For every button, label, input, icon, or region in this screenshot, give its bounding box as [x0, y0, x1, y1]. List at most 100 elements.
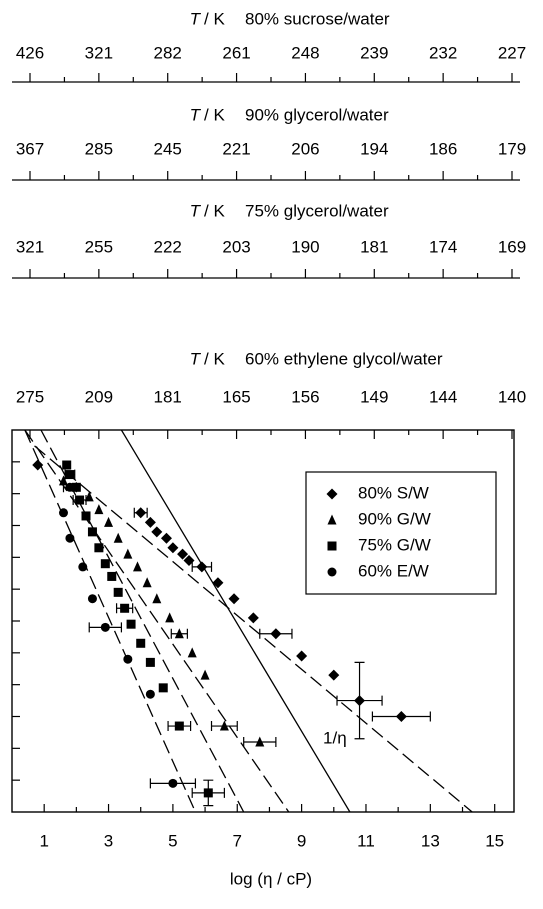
data-point	[152, 593, 162, 604]
data-point	[84, 491, 94, 502]
legend-label: 90% G/W	[358, 509, 431, 528]
temperature-tick-label: 165	[222, 387, 250, 406]
data-point	[151, 526, 163, 538]
data-point	[65, 482, 75, 492]
temperature-tick-label: 426	[16, 43, 44, 62]
legend-label: 80% S/W	[358, 483, 429, 502]
temperature-unit: / K	[204, 9, 225, 28]
data-point	[123, 548, 133, 559]
data-point	[168, 778, 178, 788]
data-point	[255, 736, 265, 747]
data-point	[75, 495, 85, 505]
temperature-symbol: T	[190, 105, 202, 124]
fit-line	[40, 430, 245, 812]
data-point	[126, 619, 136, 629]
temperature-tick-label: 194	[360, 139, 388, 158]
temperature-tick-label: 144	[429, 387, 457, 406]
data-point	[104, 516, 114, 527]
temperature-tick-label: 179	[498, 139, 526, 158]
temperature-symbol: T	[190, 201, 202, 220]
data-point	[87, 594, 97, 604]
x-tick-label: 3	[104, 831, 113, 850]
legend-box	[305, 471, 497, 595]
temperature-tick-label: 275	[16, 387, 44, 406]
data-point	[100, 559, 110, 569]
data-point	[120, 603, 130, 613]
temperature-tick-label: 186	[429, 139, 457, 158]
data-point	[145, 689, 155, 699]
temperature-tick-label: 190	[291, 237, 319, 256]
data-point	[94, 543, 104, 553]
x-axis-label: log (η / cP)	[230, 869, 312, 888]
data-point	[32, 459, 44, 471]
data-point	[174, 721, 184, 731]
data-point	[65, 470, 75, 480]
data-point	[135, 507, 147, 519]
temperature-axis-title: 80% sucrose/water	[245, 9, 390, 28]
x-tick-label: 1	[39, 831, 48, 850]
data-point	[144, 516, 156, 528]
temperature-tick-label: 140	[498, 387, 526, 406]
data-point	[113, 532, 123, 543]
fit-line	[34, 445, 473, 812]
data-point	[158, 683, 168, 693]
data-point	[133, 561, 142, 572]
data-point	[165, 612, 175, 623]
temperature-tick-label: 321	[85, 43, 113, 62]
data-point	[65, 533, 75, 543]
x-tick-label: 15	[485, 831, 504, 850]
legend-label: 60% E/W	[358, 561, 429, 580]
data-point	[94, 504, 104, 515]
temperature-tick-label: 209	[85, 387, 113, 406]
data-point	[58, 508, 68, 518]
fit-line	[24, 430, 290, 812]
temperature-symbol: T	[190, 349, 202, 368]
x-tick-label: 5	[168, 831, 177, 850]
data-point	[296, 650, 308, 662]
fit-line	[24, 430, 197, 812]
temperature-tick-label: 261	[222, 43, 250, 62]
data-point	[142, 577, 152, 588]
data-point	[107, 571, 117, 581]
data-point	[113, 587, 123, 597]
temperature-tick-label: 245	[154, 139, 182, 158]
x-tick-label: 13	[421, 831, 440, 850]
legend-marker	[326, 488, 338, 500]
plot-area	[24, 430, 473, 812]
data-point	[395, 711, 407, 722]
temperature-axis-title: 90% glycerol/water	[245, 105, 389, 124]
data-point	[328, 669, 340, 681]
temperature-axis-title: 75% glycerol/water	[245, 201, 389, 220]
data-point	[62, 460, 72, 470]
temperature-tick-label: 248	[291, 43, 319, 62]
temperature-tick-label: 174	[429, 237, 457, 256]
temperature-tick-label: 282	[154, 43, 182, 62]
data-point	[81, 511, 91, 521]
data-point	[174, 628, 184, 639]
data-point	[212, 577, 224, 589]
legend-marker	[327, 567, 337, 577]
data-point	[203, 788, 213, 798]
data-point	[247, 612, 259, 624]
temperature-unit: / K	[204, 105, 225, 124]
temperature-tick-label: 169	[498, 237, 526, 256]
temperature-axis-title: 60% ethylene glycol/water	[245, 349, 443, 368]
data-point	[354, 695, 366, 707]
temperature-tick-label: 206	[291, 139, 319, 158]
data-point	[196, 561, 208, 573]
temperature-tick-label: 321	[16, 237, 44, 256]
data-point	[78, 562, 88, 572]
reference-line-label: 1/η	[323, 728, 347, 747]
temperature-tick-label: 367	[16, 139, 44, 158]
temperature-unit: / K	[204, 349, 225, 368]
data-point	[123, 654, 133, 664]
reference-line	[120, 430, 351, 812]
temperature-tick-label: 255	[85, 237, 113, 256]
data-point	[145, 657, 155, 667]
data-point	[228, 593, 240, 605]
temperature-symbol: T	[190, 9, 202, 28]
data-point	[167, 542, 179, 554]
data-point	[160, 532, 172, 544]
legend: 80% S/W 90% G/W 75% G/W 60% E/W	[305, 471, 497, 595]
